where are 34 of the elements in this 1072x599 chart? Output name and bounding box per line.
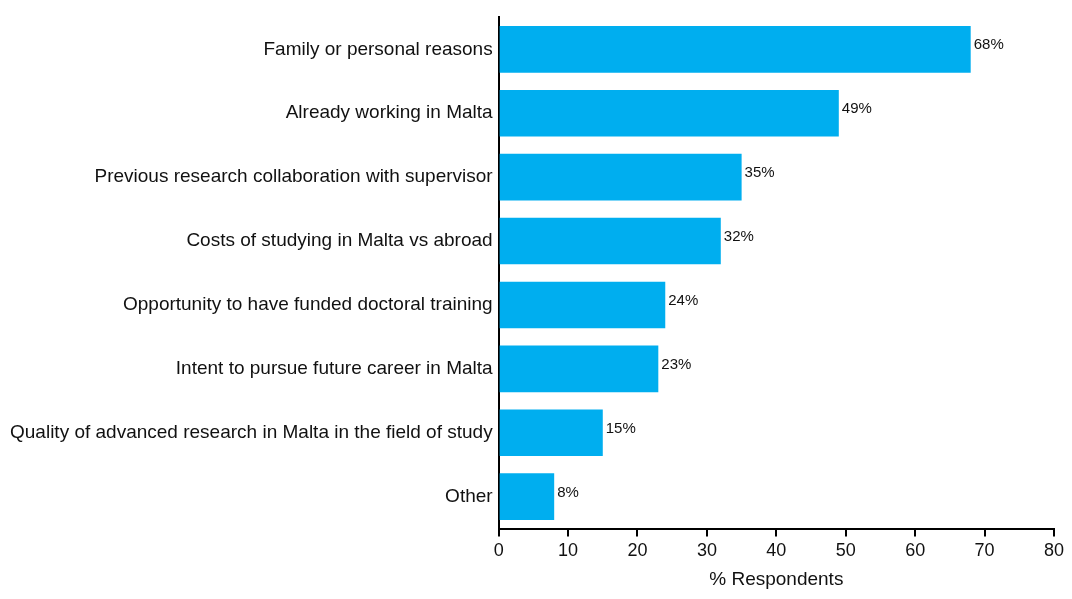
y-tick-label: Family or personal reasons	[263, 37, 493, 59]
data-label: 49%	[841, 99, 872, 117]
data-label: 15%	[605, 418, 636, 436]
x-tick-label: 40	[766, 540, 787, 561]
x-axis-title: % Respondents	[709, 567, 844, 589]
y-tick-label: Other	[445, 484, 494, 506]
data-label: 24%	[668, 291, 699, 309]
bar	[499, 409, 603, 457]
bar	[499, 473, 555, 520]
x-tick-label: 50	[835, 540, 856, 561]
bar	[499, 153, 742, 201]
data-label: 68%	[973, 35, 1004, 53]
bar	[499, 217, 721, 265]
y-tick-label: Intent to pursue future career in Malta	[175, 357, 494, 379]
x-tick-label: 0	[493, 540, 504, 561]
data-label: 32%	[723, 227, 754, 245]
bar	[499, 26, 971, 73]
data-label: 23%	[661, 354, 692, 372]
y-tick-label: Costs of studying in Malta vs abroad	[186, 229, 493, 251]
x-tick-label: 20	[627, 540, 648, 561]
x-tick-label: 70	[974, 540, 995, 561]
y-tick-label: Already working in Malta	[285, 101, 494, 123]
y-tick-label: Quality of advanced research in Malta in the field of study	[10, 420, 494, 442]
x-tick-label: 60	[905, 540, 926, 561]
bar	[499, 345, 659, 393]
bar	[499, 281, 666, 329]
x-tick-label: 80	[1043, 540, 1065, 561]
bar	[499, 89, 839, 137]
data-label: 8%	[557, 482, 579, 500]
data-label: 35%	[744, 163, 775, 181]
y-tick-label: Opportunity to have funded doctoral training	[122, 293, 493, 315]
x-tick-label: 10	[558, 540, 579, 561]
y-tick-label: Previous research collaboration with supervisor	[94, 165, 494, 187]
x-tick-label: 30	[696, 540, 717, 561]
